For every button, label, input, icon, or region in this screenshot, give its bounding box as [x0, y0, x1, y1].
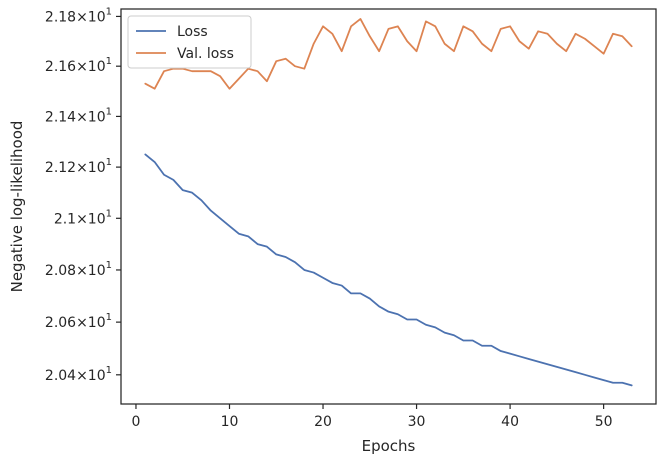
x-tick-label: 20: [314, 414, 332, 430]
y-tick-label: 2.12×101: [45, 157, 112, 176]
x-tick-label: 40: [501, 414, 519, 430]
y-tick-label: 2.1×101: [54, 208, 112, 227]
x-tick-label: 30: [408, 414, 426, 430]
y-tick-label: 2.08×101: [45, 260, 112, 279]
series-line-loss: [144, 153, 633, 387]
series-group: [144, 17, 633, 387]
legend-label-val-loss: Val. loss: [177, 46, 234, 62]
legend-label-loss: Loss: [177, 24, 208, 40]
x-tick-label: 50: [595, 414, 613, 430]
y-tick-label: 2.16×101: [45, 56, 112, 75]
y-tick-label: 2.04×101: [45, 365, 112, 384]
y-tick-label: 2.18×101: [45, 6, 112, 25]
legend: Loss Val. loss: [127, 15, 252, 69]
y-axis-label: Negative log-likelihood: [8, 121, 26, 293]
x-tick-label: 10: [221, 414, 239, 430]
plot-frame: [120, 8, 657, 405]
x-tick-label: 0: [132, 414, 141, 430]
x-axis-label: Epochs: [362, 437, 416, 455]
y-tick-label: 2.06×101: [45, 312, 112, 331]
axes: 0 10 20 30 40 50 2.04×101 2.06×101 2.08×101 2.1×1…: [45, 6, 613, 430]
y-tick-label: 2.14×101: [45, 106, 112, 125]
legend-box: [127, 15, 252, 69]
series-line-val-loss: [144, 17, 633, 90]
